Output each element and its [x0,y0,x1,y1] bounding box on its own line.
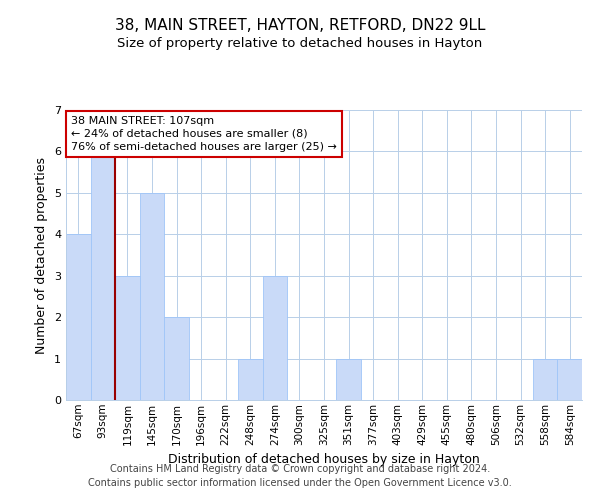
X-axis label: Distribution of detached houses by size in Hayton: Distribution of detached houses by size … [168,453,480,466]
Bar [140,193,164,400]
Bar [263,276,287,400]
Bar [91,152,115,400]
Bar [238,358,263,400]
Text: 38 MAIN STREET: 107sqm
← 24% of detached houses are smaller (8)
76% of semi-deta: 38 MAIN STREET: 107sqm ← 24% of detached… [71,116,337,152]
Bar [336,358,361,400]
Text: Size of property relative to detached houses in Hayton: Size of property relative to detached ho… [118,38,482,51]
Y-axis label: Number of detached properties: Number of detached properties [35,156,49,354]
Bar [115,276,140,400]
Text: 38, MAIN STREET, HAYTON, RETFORD, DN22 9LL: 38, MAIN STREET, HAYTON, RETFORD, DN22 9… [115,18,485,32]
Bar [533,358,557,400]
Bar [164,317,189,400]
Text: Contains HM Land Registry data © Crown copyright and database right 2024.
Contai: Contains HM Land Registry data © Crown c… [88,464,512,487]
Bar [557,358,582,400]
Bar [66,234,91,400]
